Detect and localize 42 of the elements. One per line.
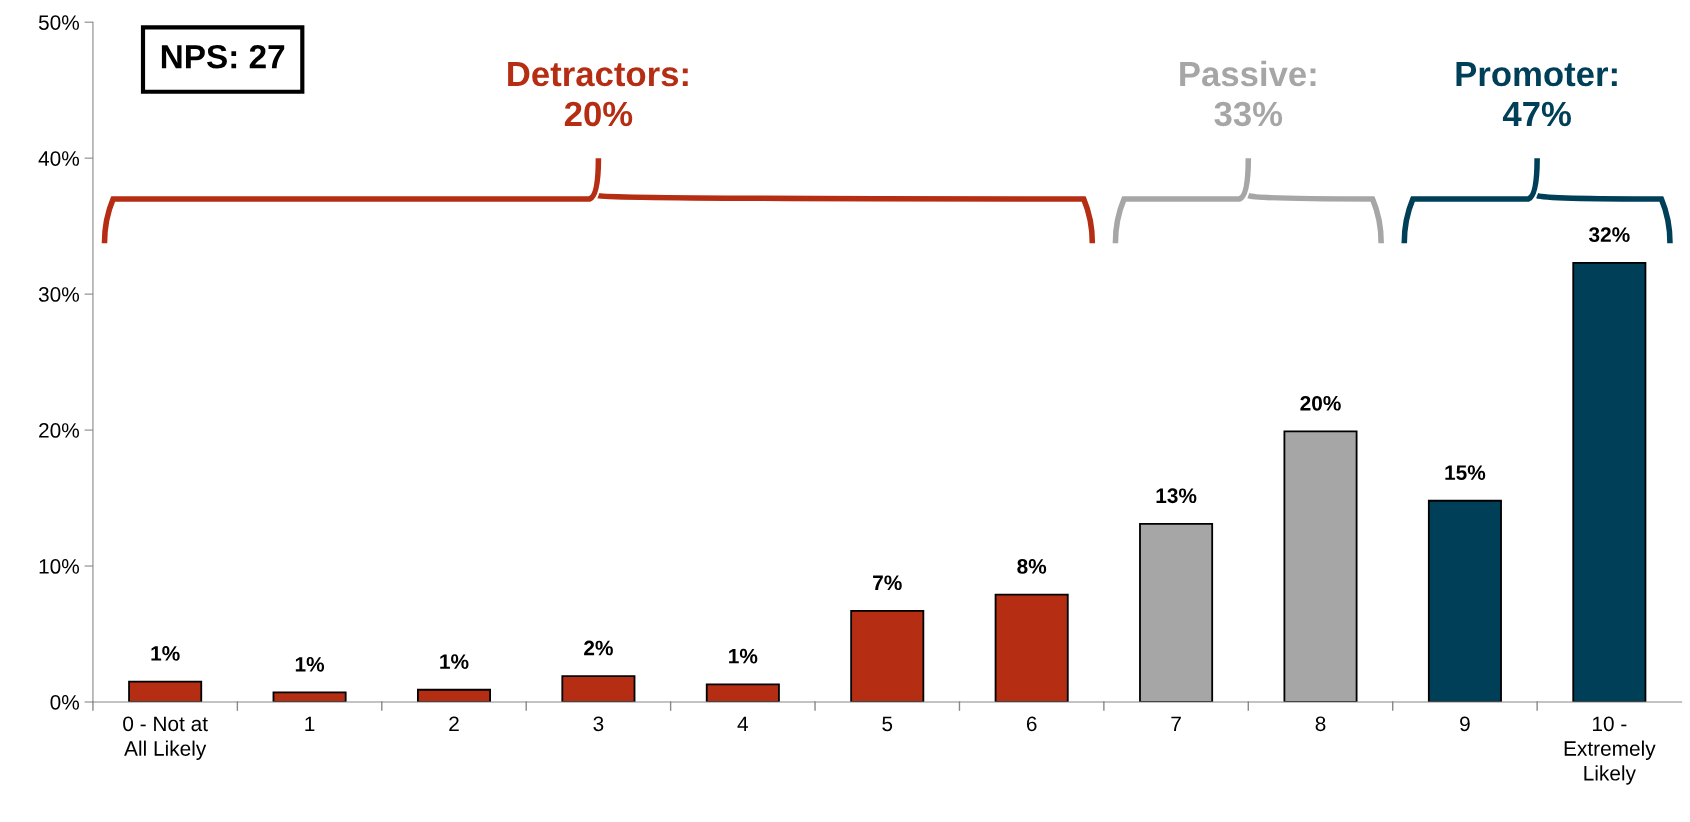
y-tick-label: 30% [38,287,80,302]
x-tick-label: 2 [449,716,459,731]
bar [994,593,1069,702]
annotation: Passive: 33% [1180,60,1316,127]
bar [1139,522,1214,702]
annotation: Promoter: 47% [1456,62,1617,127]
data-label: 1% [440,654,469,669]
data-label: 2% [584,640,613,656]
x-tick-label: 6 [1026,716,1037,732]
bar [850,609,925,702]
data-label: 1% [151,646,180,661]
x-tick-label: 1 [305,716,315,731]
data-label: 13% [1156,488,1197,504]
annotation: Detractors: 20% [508,62,688,127]
bar [1283,430,1358,702]
annotation: NPS: 27 [161,44,285,69]
x-tick-label: 9 [1460,716,1470,732]
data-label: 20% [1300,395,1341,411]
y-tick-label: 40% [38,151,80,166]
bar [1427,499,1502,702]
x-tick-label: 5 [882,716,893,732]
x-tick-label: 3 [593,716,604,732]
data-label: 1% [295,656,325,672]
data-label: 15% [1445,465,1486,480]
bar [705,683,780,702]
y-tick-label: 10% [39,559,80,574]
x-tick-label: 7 [1171,716,1181,731]
data-label: 7% [873,575,902,591]
bar [1572,261,1647,702]
x-tick-label: 10 - Extremely Likely [1564,716,1656,785]
data-label: 1% [729,648,758,664]
y-tick-label: 20% [39,423,80,438]
y-tick-label: 0% [50,694,80,710]
data-label: 8% [1017,559,1047,574]
x-tick-label: 0 - Not at All Likely [123,716,208,760]
bar [416,688,492,702]
x-tick-label: 4 [737,716,749,731]
bar [128,680,203,702]
bar [561,675,636,702]
x-tick-label: 8 [1315,716,1326,732]
y-tick-label: 50% [38,15,80,30]
data-label: 32% [1588,227,1630,243]
